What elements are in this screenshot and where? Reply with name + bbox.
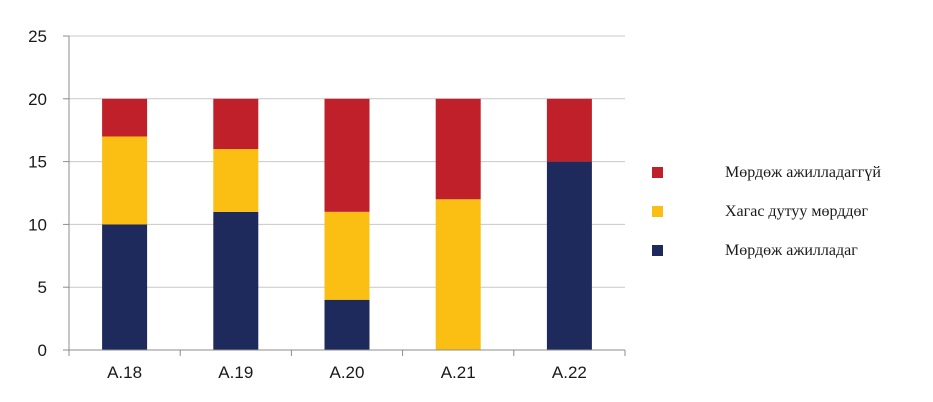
bars bbox=[102, 98, 592, 350]
bar-A21-series-2 bbox=[435, 98, 481, 200]
y-tick-labels: 0 5 10 15 20 25 bbox=[28, 27, 47, 360]
bar-A22-series-2 bbox=[546, 98, 592, 162]
bar-A19-series-1 bbox=[213, 149, 259, 212]
bar-A19-series-2 bbox=[213, 98, 259, 150]
y-tick-label-5: 5 bbox=[38, 278, 47, 297]
bar-A22-series-0 bbox=[546, 161, 592, 350]
y-tick-label-25: 25 bbox=[28, 27, 47, 46]
bar-A18-series-0 bbox=[102, 224, 148, 350]
legend-label-partially-followed: Хагас дутуу мөрддөг bbox=[725, 202, 869, 220]
x-tick-label-A22: A.22 bbox=[552, 363, 587, 382]
bar-A21-series-1 bbox=[435, 199, 481, 350]
legend-label-followed: Мөрдөж ажилладаг bbox=[725, 241, 858, 259]
bar-A18-series-1 bbox=[102, 136, 148, 225]
x-tick-label-A19: A.19 bbox=[218, 363, 253, 382]
legend-item-not-followed: Мөрдөж ажилладаггүй bbox=[652, 153, 881, 192]
y-tick-label-20: 20 bbox=[28, 90, 47, 109]
y-tick-label-10: 10 bbox=[28, 215, 47, 234]
y-tick-label-0: 0 bbox=[38, 341, 47, 360]
legend-item-partially-followed: Хагас дутуу мөрддөг bbox=[652, 192, 881, 231]
legend-swatch-not-followed bbox=[652, 167, 663, 178]
bar-A18-series-2 bbox=[102, 98, 148, 137]
x-tick-label-A20: A.20 bbox=[330, 363, 365, 382]
legend-swatch-followed bbox=[652, 245, 663, 256]
x-tick-labels: A.18 A.19 A.20 A.21 A.22 bbox=[107, 363, 587, 382]
bar-A19-series-0 bbox=[213, 211, 259, 350]
axes bbox=[63, 35, 626, 356]
bar-A20-series-0 bbox=[324, 299, 370, 350]
bar-A20-series-1 bbox=[324, 211, 370, 300]
legend-label-not-followed: Мөрдөж ажилладаггүй bbox=[725, 163, 881, 181]
legend: Мөрдөж ажилладаггүй Хагас дутуу мөрддөг … bbox=[652, 153, 881, 270]
y-tick-label-15: 15 bbox=[28, 153, 47, 172]
legend-swatch-partially-followed bbox=[652, 206, 663, 217]
x-tick-label-A18: A.18 bbox=[107, 363, 142, 382]
x-tick-label-A21: A.21 bbox=[441, 363, 476, 382]
bar-A20-series-2 bbox=[324, 98, 370, 212]
legend-item-followed: Мөрдөж ажилладаг bbox=[652, 231, 881, 270]
